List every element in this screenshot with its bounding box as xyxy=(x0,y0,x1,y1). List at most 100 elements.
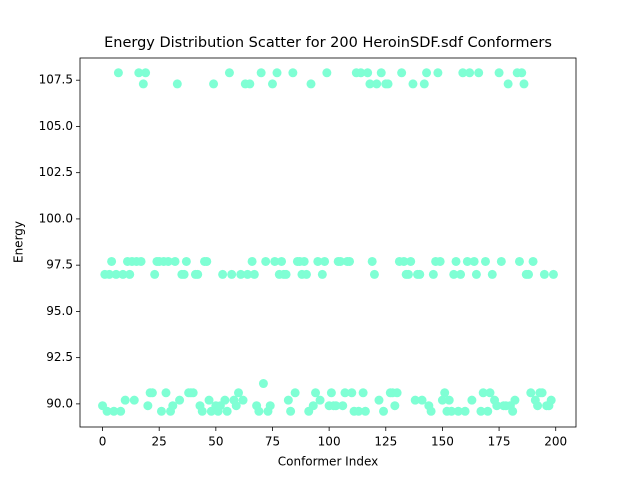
x-axis-label: Conformer Index xyxy=(278,455,378,469)
x-tick-label: 0 xyxy=(99,435,107,449)
point xyxy=(170,256,180,266)
point xyxy=(446,406,456,416)
point xyxy=(290,388,300,398)
point xyxy=(277,256,287,266)
point xyxy=(415,269,425,279)
x-tick-label: 175 xyxy=(488,435,511,449)
point xyxy=(345,256,355,266)
x-tick-label: 125 xyxy=(374,435,397,449)
point xyxy=(458,68,468,78)
point xyxy=(181,256,191,266)
point xyxy=(306,79,316,89)
point xyxy=(440,388,450,398)
plot-frame xyxy=(79,57,577,428)
point xyxy=(462,256,472,266)
point xyxy=(347,388,357,398)
point xyxy=(322,68,332,78)
y-tick-label: 95.0 xyxy=(46,304,73,318)
point xyxy=(301,269,311,279)
point xyxy=(286,406,296,416)
point xyxy=(467,395,477,405)
point xyxy=(224,68,234,78)
point xyxy=(231,401,241,411)
point xyxy=(283,395,293,405)
point xyxy=(256,68,266,78)
point xyxy=(471,269,481,279)
y-tick-label: 90.0 xyxy=(46,396,73,410)
point xyxy=(456,269,466,279)
point xyxy=(222,406,232,416)
point xyxy=(533,401,543,411)
point xyxy=(188,388,198,398)
point xyxy=(134,68,144,78)
point xyxy=(354,406,364,416)
point xyxy=(548,269,558,279)
point xyxy=(358,388,368,398)
point xyxy=(204,395,214,405)
point xyxy=(383,79,393,89)
point xyxy=(150,269,160,279)
point xyxy=(175,395,185,405)
point xyxy=(356,68,366,78)
point xyxy=(422,68,432,78)
point xyxy=(419,79,429,89)
point xyxy=(118,269,128,279)
point xyxy=(116,406,126,416)
point xyxy=(143,401,153,411)
y-tick-label: 107.5 xyxy=(39,73,73,87)
point xyxy=(267,79,277,89)
point xyxy=(397,68,407,78)
point xyxy=(487,269,497,279)
point xyxy=(476,406,486,416)
point xyxy=(478,388,488,398)
point xyxy=(141,68,151,78)
point xyxy=(168,401,178,411)
point xyxy=(435,256,445,266)
point xyxy=(474,68,484,78)
point xyxy=(270,256,280,266)
point xyxy=(480,256,490,266)
point xyxy=(390,401,400,411)
y-axis-label: Energy xyxy=(12,221,26,263)
point xyxy=(399,256,409,266)
point xyxy=(138,79,148,89)
point xyxy=(372,79,382,89)
point xyxy=(120,395,130,405)
point xyxy=(410,395,420,405)
point xyxy=(161,388,171,398)
point xyxy=(517,68,527,78)
point xyxy=(514,256,524,266)
point xyxy=(519,79,529,89)
point xyxy=(417,395,427,405)
point xyxy=(156,406,166,416)
point xyxy=(408,79,418,89)
point xyxy=(539,269,549,279)
point xyxy=(113,68,123,78)
point xyxy=(227,269,237,279)
y-tick-label: 105.0 xyxy=(39,119,73,133)
x-tick-label: 75 xyxy=(265,435,280,449)
point xyxy=(218,269,228,279)
point xyxy=(503,79,513,89)
point xyxy=(340,388,350,398)
point xyxy=(272,68,282,78)
point xyxy=(299,256,309,266)
point xyxy=(338,401,348,411)
x-tick-label: 150 xyxy=(431,435,454,449)
point xyxy=(376,68,386,78)
point xyxy=(546,395,556,405)
point xyxy=(510,395,520,405)
point xyxy=(485,388,495,398)
point xyxy=(245,79,255,89)
point xyxy=(209,79,219,89)
y-tick-label: 92.5 xyxy=(46,350,73,364)
point xyxy=(125,269,135,279)
point xyxy=(220,395,230,405)
point xyxy=(254,406,264,416)
y-tick-label: 102.5 xyxy=(39,165,73,179)
point xyxy=(249,269,259,279)
point xyxy=(193,269,203,279)
point xyxy=(508,406,518,416)
point xyxy=(360,406,370,416)
